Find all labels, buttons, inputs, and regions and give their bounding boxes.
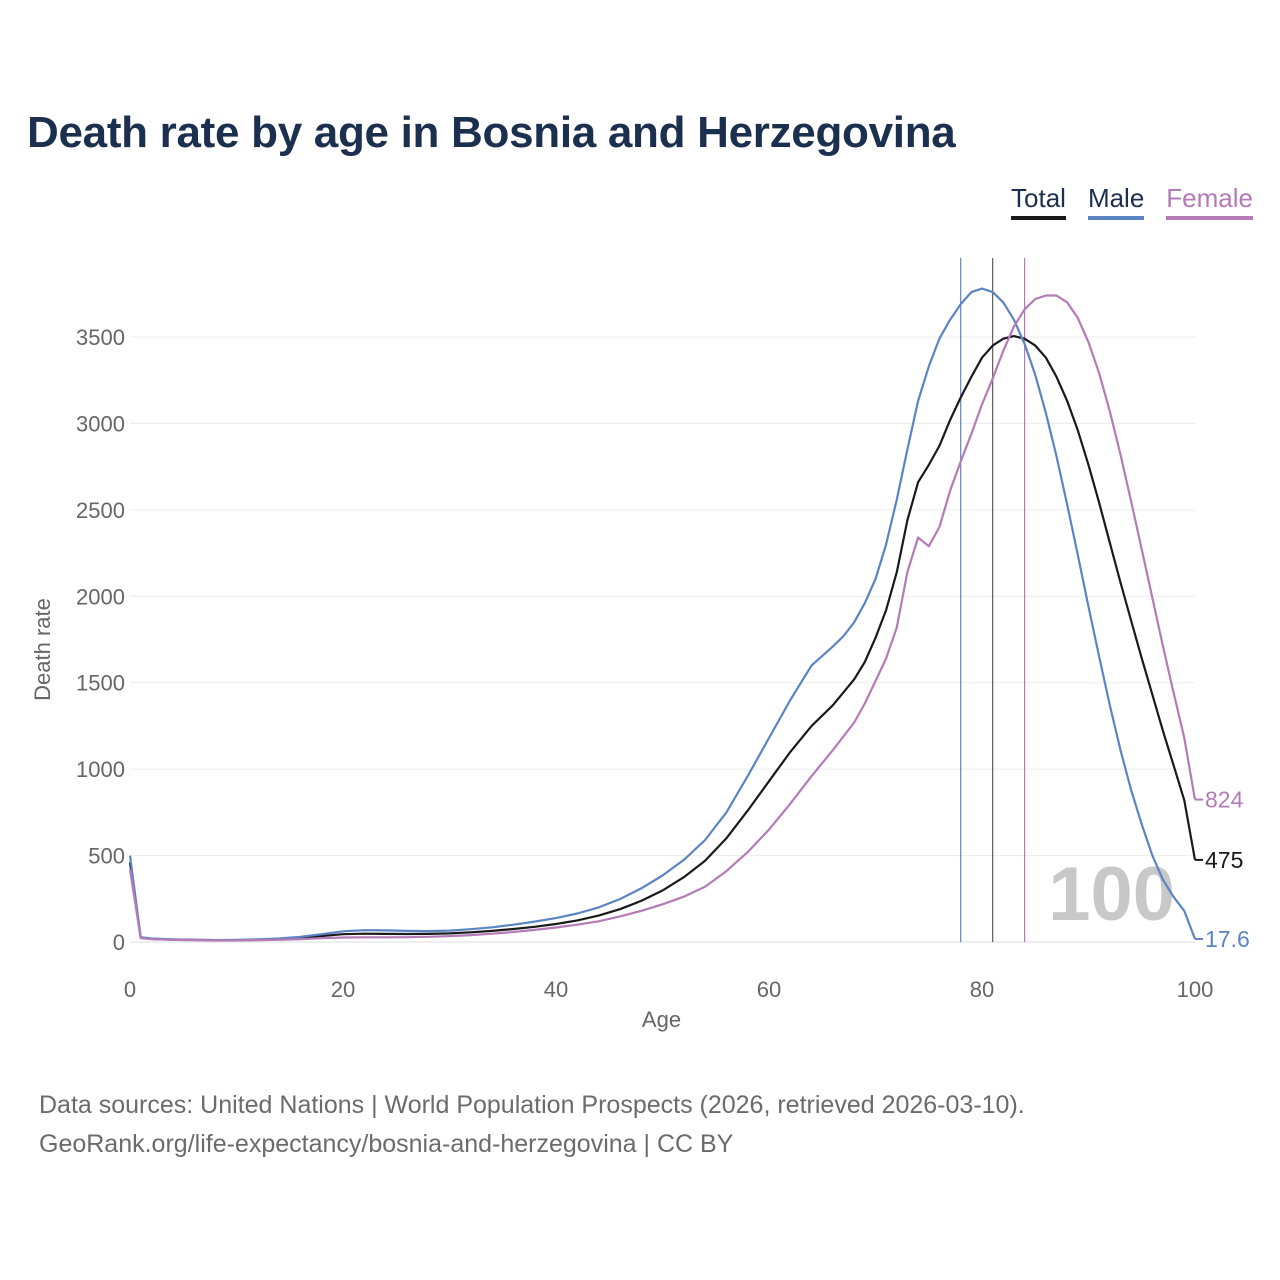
x-tick-40: 40 xyxy=(544,977,568,1002)
grid-layer xyxy=(130,336,1195,943)
y-tick-3000: 3000 xyxy=(76,411,125,436)
y-tick-500: 500 xyxy=(88,844,125,869)
y-tick-1000: 1000 xyxy=(76,757,125,782)
end-labels: 475 17.6 824 xyxy=(1195,787,1250,952)
legend: Total Male Female xyxy=(1011,183,1253,220)
line-total xyxy=(128,335,1197,942)
legend-total[interactable]: Total xyxy=(1011,183,1066,220)
chart-title: Death rate by age in Bosnia and Herzegov… xyxy=(27,108,956,157)
line-female xyxy=(128,294,1197,942)
x-tick-80: 80 xyxy=(970,977,994,1002)
source-text: Data sources: United Nations | World Pop… xyxy=(39,1091,1025,1119)
legend-male[interactable]: Male xyxy=(1087,183,1145,220)
axes: 0 500 1000 1500 2000 2500 3000 3500 0 20 40 60 80 100… xyxy=(30,325,1213,1032)
y-axis-label: Death rate xyxy=(30,598,55,701)
y-tick-1500: 1500 xyxy=(76,671,125,696)
x-tick-0: 0 xyxy=(124,977,136,1002)
y-tick-3500: 3500 xyxy=(76,325,125,350)
attribution-text[interactable]: GeoRank.org/life-expectancy/bosnia-and-h… xyxy=(39,1130,734,1158)
footer: Data sources: United Nations | World Pop… xyxy=(39,1086,1025,1164)
end-label-total: 475 xyxy=(1205,847,1243,873)
line-male xyxy=(128,287,1197,942)
series-lines xyxy=(128,287,1197,942)
x-tick-100: 100 xyxy=(1177,977,1214,1002)
end-label-male: 17.6 xyxy=(1205,926,1250,952)
x-tick-20: 20 xyxy=(331,977,355,1002)
end-label-female: 824 xyxy=(1205,787,1244,813)
vertical-markers xyxy=(960,258,1026,942)
legend-female[interactable]: Female xyxy=(1166,183,1253,220)
y-tick-2500: 2500 xyxy=(76,498,125,523)
x-tick-60: 60 xyxy=(757,977,781,1002)
y-tick-2000: 2000 xyxy=(76,584,125,609)
highlight-age-label: 100 xyxy=(1048,852,1175,937)
y-tick-0: 0 xyxy=(113,930,125,955)
x-axis-label: Age xyxy=(642,1007,681,1032)
